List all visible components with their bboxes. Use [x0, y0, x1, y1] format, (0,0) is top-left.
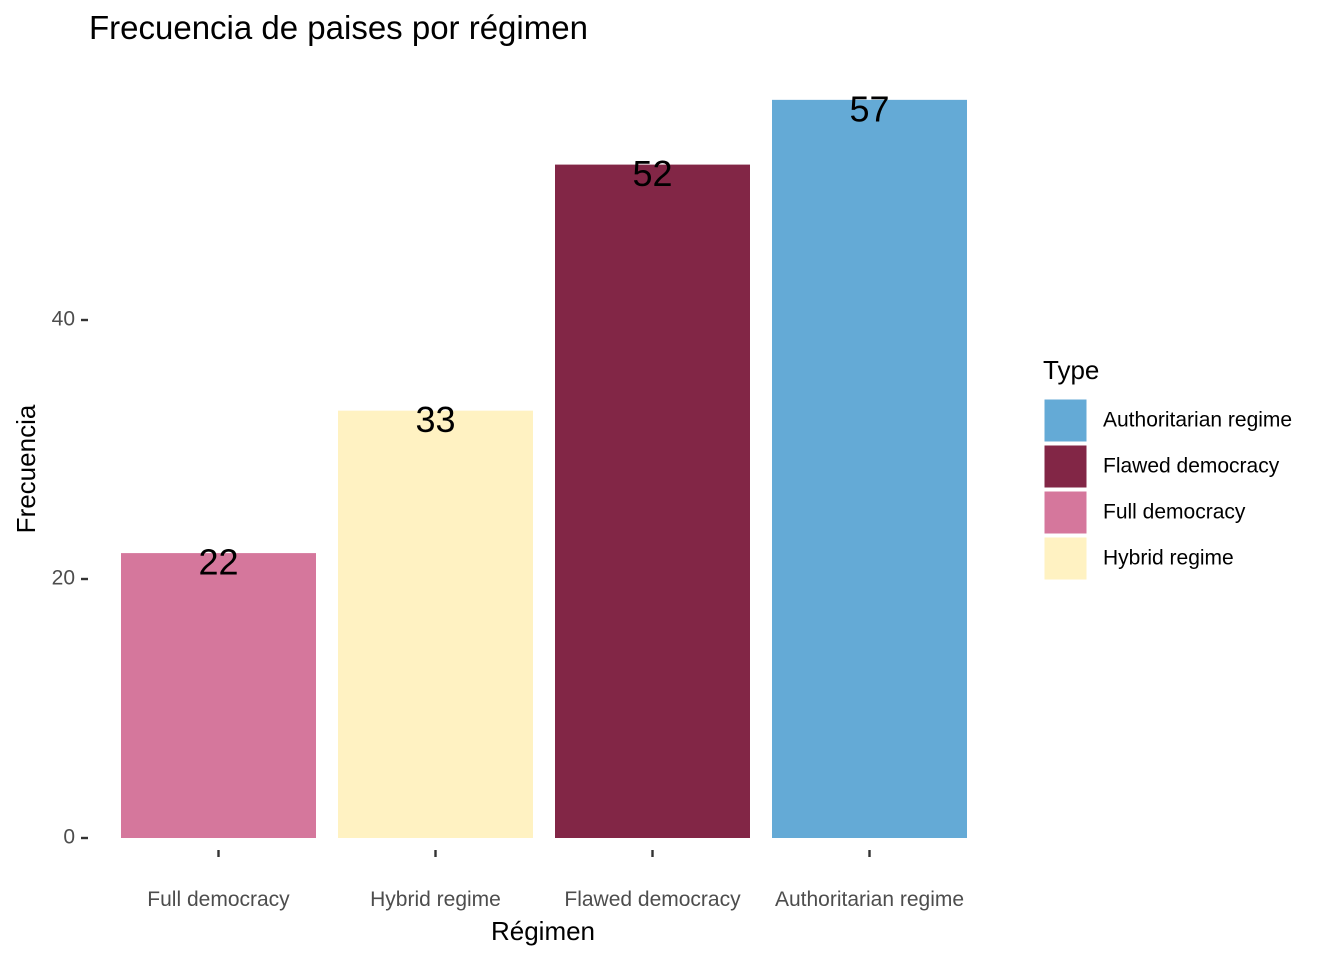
- y-tick-label: 20: [52, 567, 75, 590]
- bar-flawed-democracy: [555, 164, 750, 839]
- x-tick-label: Authoritarian regime: [775, 888, 964, 911]
- bar-value-label: 22: [198, 542, 238, 583]
- legend-swatch: [1043, 444, 1088, 489]
- x-tick-label: Hybrid regime: [370, 888, 501, 911]
- legend-label: Authoritarian regime: [1103, 409, 1292, 432]
- y-tick-label: 0: [63, 826, 75, 849]
- bar-value-label: 33: [415, 399, 455, 440]
- chart-title: Frecuencia de paises por régimen: [89, 9, 588, 46]
- legend-swatch: [1043, 536, 1088, 581]
- bar-hybrid-regime: [338, 410, 533, 838]
- legend-label: Hybrid regime: [1103, 547, 1234, 570]
- legend-label: Full democracy: [1103, 501, 1246, 524]
- legend-title: Type: [1043, 355, 1099, 385]
- bar-authoritarian-regime: [772, 99, 967, 839]
- bar-value-label: 52: [632, 153, 672, 194]
- legend-swatch: [1043, 398, 1088, 443]
- y-tick-label: 40: [52, 308, 75, 331]
- y-axis: 0 20 40: [52, 308, 88, 849]
- x-axis-title: Régimen: [491, 916, 595, 946]
- x-tick-label: Flawed democracy: [564, 888, 741, 911]
- x-tick-label: Full democracy: [147, 888, 290, 911]
- legend-label: Flawed democracy: [1103, 455, 1280, 478]
- bars-group: [121, 99, 967, 839]
- legend: Type Authoritarian regime Flawed democrac…: [1043, 355, 1292, 581]
- bar-full-democracy: [121, 553, 316, 838]
- bar-value-label: 57: [849, 88, 889, 129]
- bar-labels-group: 22 33 52 57: [198, 88, 889, 582]
- y-axis-title: Frecuencia: [11, 404, 41, 533]
- legend-swatch: [1043, 490, 1088, 535]
- x-axis: Full democracy Hybrid regime Flawed democr…: [147, 850, 964, 911]
